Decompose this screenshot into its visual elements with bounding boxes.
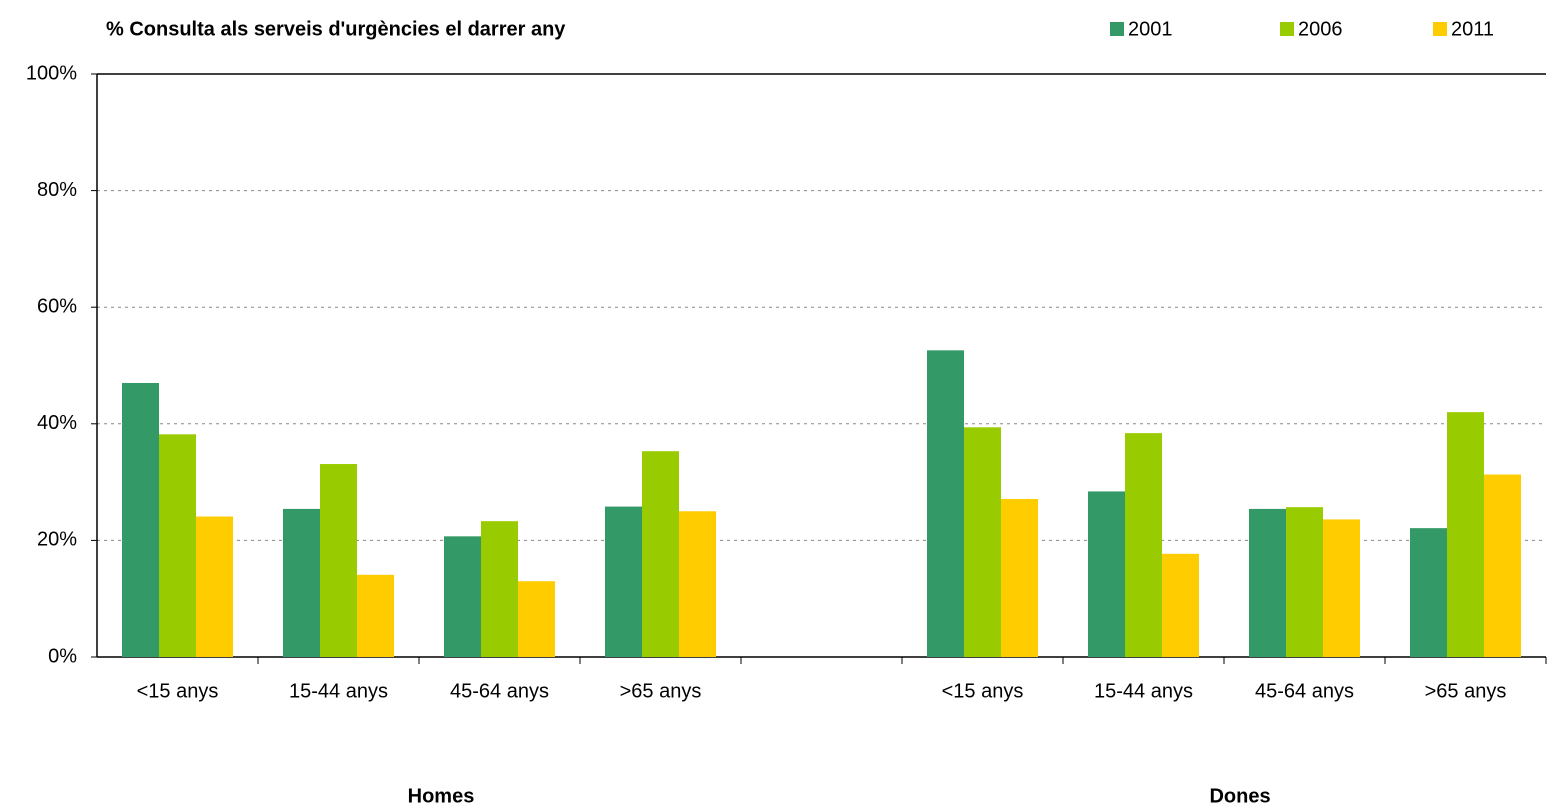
group-label: Homes: [408, 785, 475, 807]
legend-swatch: [1110, 22, 1124, 36]
y-tick-label: 80%: [37, 179, 77, 201]
chart-title: % Consulta als serveis d'urgències el da…: [106, 18, 566, 40]
bar: [679, 511, 716, 657]
bar: [159, 434, 196, 657]
bar: [1001, 499, 1038, 657]
x-tick-label: 15-44 anys: [1094, 680, 1193, 702]
bar: [444, 536, 481, 657]
bar: [1323, 519, 1360, 657]
legend-label: 2011: [1451, 18, 1494, 40]
bar: [1484, 474, 1521, 657]
bar: [642, 451, 679, 657]
x-tick-label: >65 anys: [1425, 680, 1507, 702]
x-tick-label: >65 anys: [620, 680, 702, 702]
legend-swatch: [1433, 22, 1447, 36]
y-tick-label: 100%: [26, 62, 77, 84]
bar: [1249, 508, 1286, 657]
bar: [927, 350, 964, 657]
x-tick-label: 15-44 anys: [289, 680, 388, 702]
y-tick-label: 0%: [48, 645, 77, 667]
bar: [481, 521, 518, 657]
legend-label: 2001: [1128, 18, 1173, 40]
bar: [196, 516, 233, 657]
legend-swatch: [1280, 22, 1294, 36]
bar: [1125, 433, 1162, 657]
bar: [1162, 553, 1199, 657]
bar: [605, 506, 642, 657]
bar: [357, 574, 394, 657]
bar: [122, 382, 159, 657]
x-tick-label: <15 anys: [942, 680, 1024, 702]
bar: [1286, 507, 1323, 657]
legend-label: 2006: [1298, 18, 1343, 40]
group-label: Dones: [1209, 785, 1270, 807]
bar: [283, 508, 320, 657]
y-tick-label: 40%: [37, 412, 77, 434]
bar: [518, 581, 555, 657]
y-tick-label: 60%: [37, 295, 77, 317]
x-tick-label: <15 anys: [137, 680, 219, 702]
bar: [1088, 491, 1125, 657]
bar: [1447, 412, 1484, 657]
y-tick-label: 20%: [37, 529, 77, 551]
bar: [320, 464, 357, 657]
x-tick-label: 45-64 anys: [1255, 680, 1354, 702]
bar: [1410, 528, 1447, 657]
x-tick-label: 45-64 anys: [450, 680, 549, 702]
bar: [964, 427, 1001, 657]
